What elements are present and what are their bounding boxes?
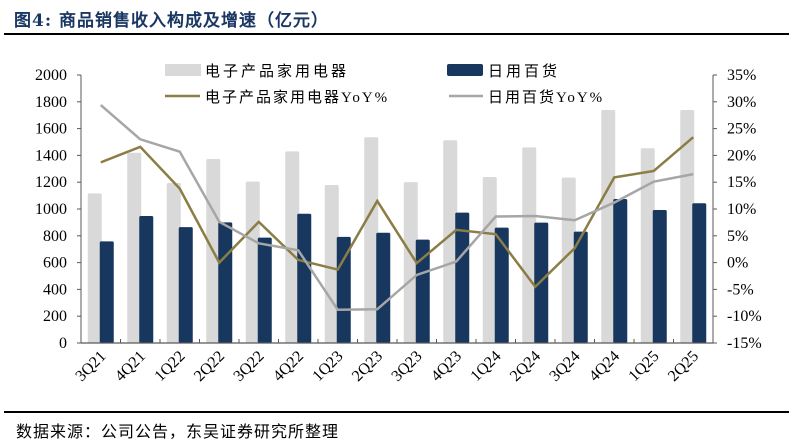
right-tick-label: 0%	[727, 255, 748, 272]
x-tick-label: 2Q25	[665, 348, 702, 385]
electronics-bar	[680, 109, 695, 343]
bottom-rule	[4, 411, 789, 413]
daily-goods-bar	[573, 231, 588, 343]
daily-goods-bar	[99, 241, 114, 343]
figure-title: 图4: 商品销售收入构成及增速（亿元）	[14, 11, 330, 31]
daily-goods-bar	[139, 215, 154, 343]
x-tick-label: 4Q22	[270, 348, 307, 385]
left-axis: 0 200 400 600 800 1000 1200 1400 1600 1800 2000	[35, 67, 82, 352]
x-tick-label: 3Q21	[72, 348, 109, 385]
legend-label-electronics-yoy: 电子产品家用电器YoY%	[205, 89, 389, 106]
left-tick-label: 600	[43, 255, 67, 272]
right-tick-label: -10%	[727, 308, 762, 325]
electronics-bar	[364, 137, 379, 343]
left-tick-label: 200	[43, 308, 67, 325]
left-tick-label: 2000	[35, 67, 67, 84]
x-tick-label: 1Q24	[467, 348, 504, 385]
daily-goods-bar	[257, 237, 272, 343]
left-tick-label: 1400	[35, 147, 67, 164]
legend-swatch-daily-goods	[447, 64, 483, 76]
left-tick-label: 1600	[35, 121, 67, 138]
daily-goods-yoy-line	[99, 104, 694, 312]
x-tick-label: 4Q21	[112, 348, 149, 385]
x-axis: 3Q21 4Q21 1Q22 2Q22 3Q22 4Q22 1Q23 2Q23 3Q23 4Q23…	[72, 339, 713, 385]
left-tick-label: 800	[43, 228, 67, 245]
right-tick-label: 30%	[727, 94, 756, 111]
x-tick-label: 3Q24	[546, 348, 583, 385]
right-tick-label: -5%	[727, 281, 754, 298]
daily-goods-bar	[652, 209, 667, 343]
electronics-bar	[87, 193, 102, 343]
right-tick-label: 15%	[727, 174, 756, 191]
x-tick-label: 2Q22	[191, 348, 228, 385]
daily-goods-bar	[494, 227, 509, 343]
x-tick-label: 2Q24	[507, 348, 544, 385]
daily-goods-bar	[376, 232, 391, 343]
bars	[87, 109, 707, 343]
left-tick-label: 1200	[35, 174, 67, 191]
right-tick-label: 5%	[727, 228, 748, 245]
electronics-bar	[403, 182, 418, 343]
x-tick-label: 1Q23	[309, 348, 346, 385]
right-tick-label: 10%	[727, 201, 756, 218]
x-tick-label: 3Q23	[388, 348, 425, 385]
electronics-bar	[443, 140, 458, 343]
daily-goods-bar	[218, 222, 233, 343]
daily-goods-bar	[297, 213, 312, 343]
x-tick-label: 3Q22	[230, 348, 267, 385]
legend-label-daily-goods-yoy: 日用百货YoY%	[488, 89, 604, 106]
legend-swatch-electronics	[165, 64, 201, 76]
daily-goods-bar	[692, 203, 707, 343]
daily-goods-bar	[613, 198, 628, 343]
electronics-bar	[245, 181, 260, 343]
daily-goods-bar	[534, 222, 549, 343]
electronics-bar	[166, 183, 181, 343]
electronics-bar	[640, 148, 655, 343]
x-tick-label: 4Q23	[428, 348, 465, 385]
right-tick-label: 25%	[727, 121, 756, 138]
daily-goods-bar	[415, 239, 430, 343]
x-tick-label: 4Q24	[586, 348, 623, 385]
daily-goods-bar	[178, 227, 193, 343]
lines	[99, 104, 695, 312]
electronics-bar	[127, 152, 142, 343]
daily-goods-bar	[455, 212, 470, 343]
left-tick-label: 1800	[35, 94, 67, 111]
x-tick-label: 1Q22	[151, 348, 188, 385]
right-tick-label: 35%	[727, 67, 756, 84]
left-tick-label: 0	[59, 335, 67, 352]
electronics-bar	[482, 176, 497, 343]
electronics-bar	[324, 185, 339, 343]
x-tick-label: 1Q25	[625, 348, 662, 385]
right-tick-label: -15%	[727, 335, 762, 352]
right-axis: -15% -10% -5% 0% 5% 10% 15% 20% 25% 30% 35%	[712, 67, 762, 352]
electronics-bar	[522, 147, 537, 343]
top-rule	[4, 33, 789, 35]
electronics-bar	[601, 109, 616, 343]
right-tick-label: 20%	[727, 147, 756, 164]
legend-label-daily-goods: 日用百货	[488, 63, 560, 80]
source-note: 数据来源：公司公告，东吴证券研究所整理	[16, 422, 340, 441]
electronics-bar	[285, 151, 300, 343]
x-tick-label: 2Q23	[349, 348, 386, 385]
legend-label-electronics: 电子产品家用电器	[205, 63, 349, 80]
left-tick-label: 400	[43, 281, 67, 298]
left-tick-label: 1000	[35, 201, 67, 218]
